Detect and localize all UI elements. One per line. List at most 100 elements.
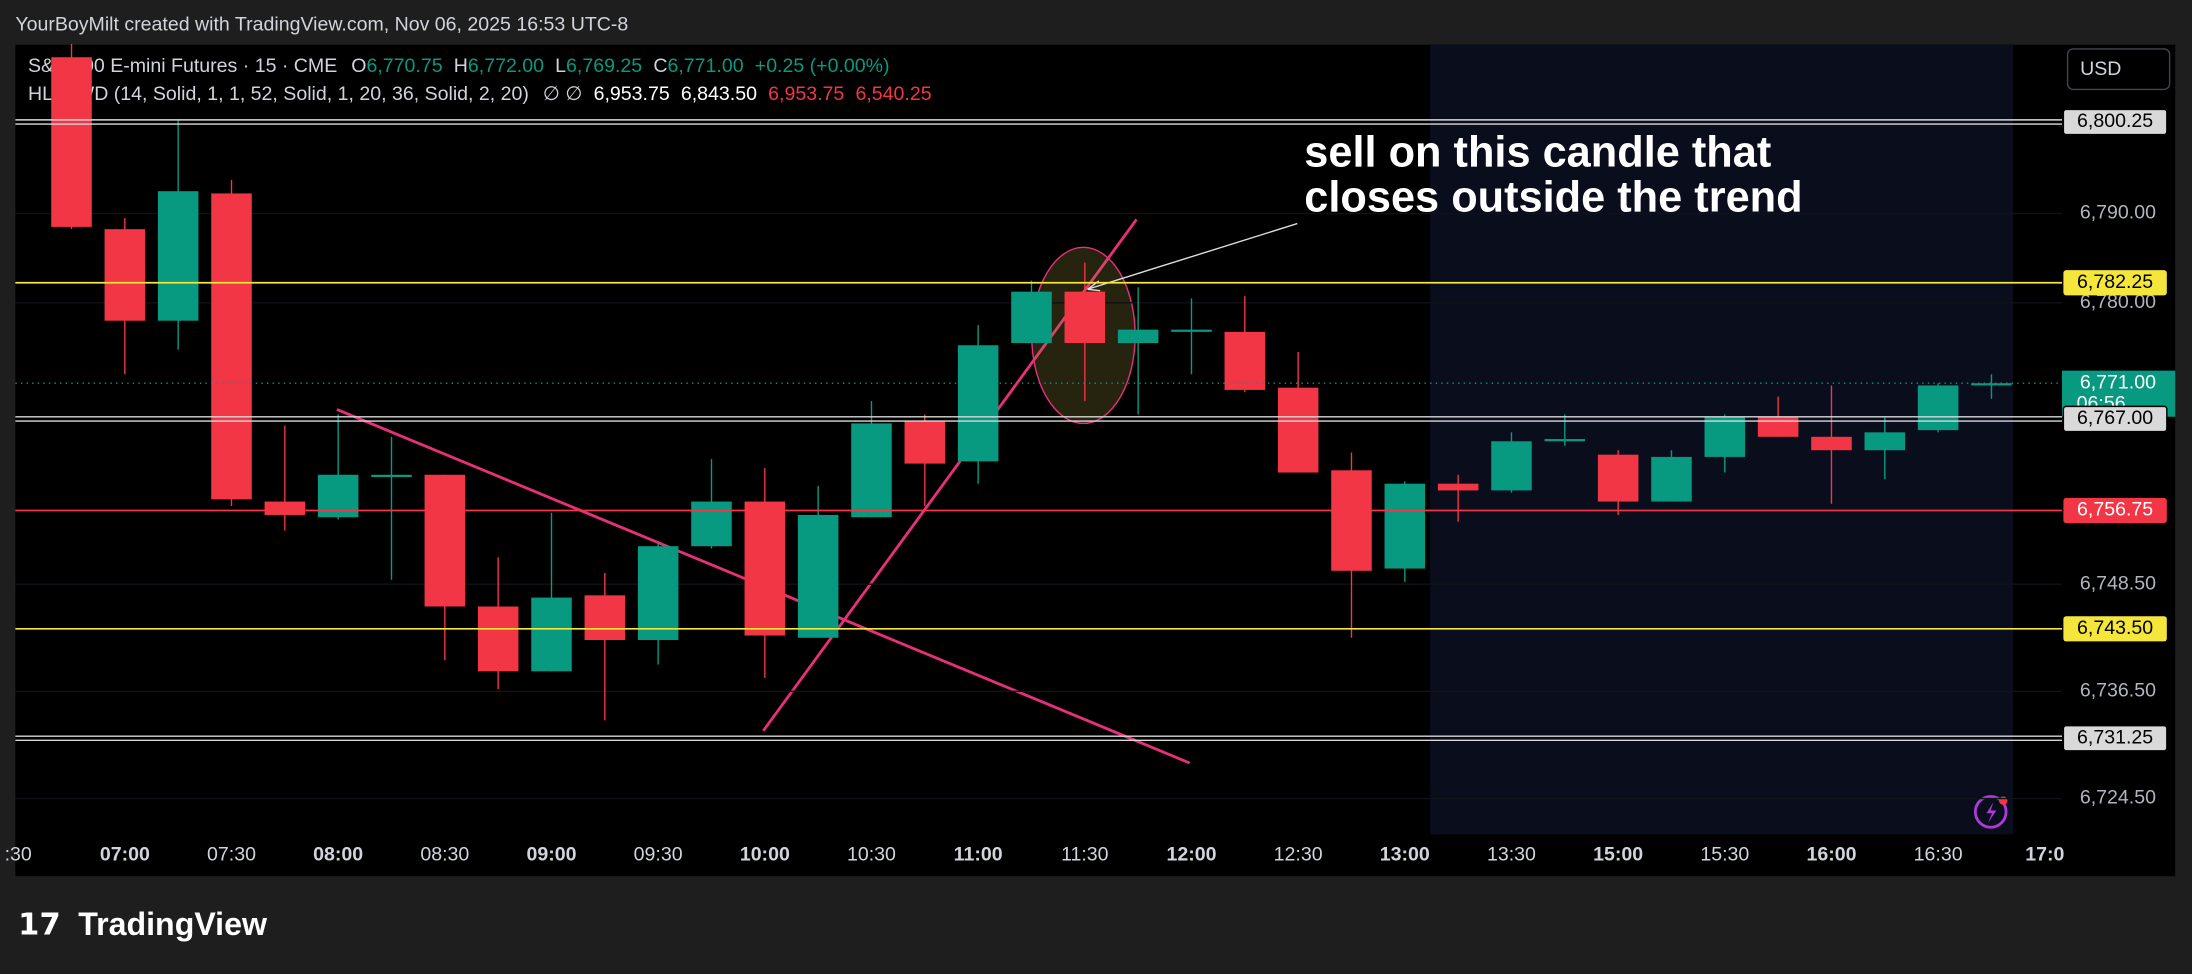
ohlc-value: 6,771.00	[667, 55, 743, 77]
indicator-value: 6,953.75	[594, 83, 670, 105]
lightning-icon[interactable]	[1973, 795, 2008, 829]
indicator-line: HL-MWD (14, Solid, 1, 1, 52, Solid, 1, 2…	[28, 83, 932, 105]
x-tick-label: 16:30	[1914, 843, 1963, 865]
candle-body	[1597, 454, 1639, 502]
candle-body	[1117, 329, 1159, 344]
x-tick-label: 15:00	[1593, 843, 1643, 865]
x-tick-label: 08:00	[313, 843, 363, 865]
notification-dot	[1999, 796, 2008, 805]
x-tick-label: 15:30	[1700, 843, 1749, 865]
candle-body	[744, 501, 786, 636]
attribution: YourBoyMilt created with TradingView.com…	[15, 13, 628, 35]
ohlc-key: C	[653, 55, 667, 77]
x-tick-label: :30	[5, 843, 32, 865]
candle-body	[691, 501, 732, 547]
candle-body	[1971, 383, 2012, 386]
x-tick-label: 10:00	[740, 843, 790, 865]
y-tick-label: 6,790.00	[2080, 202, 2156, 224]
indicator-flags: ∅ ∅	[543, 83, 583, 105]
x-tick-label: 16:00	[1806, 843, 1856, 865]
candle-body	[1757, 416, 1799, 437]
price-label: 6,756.75	[2077, 499, 2153, 521]
candle-body	[1864, 432, 1906, 451]
price-label: 6,743.50	[2077, 617, 2153, 639]
candle-body	[477, 606, 519, 672]
candle-body	[797, 514, 839, 638]
plot	[51, 43, 2012, 721]
candle-body	[1171, 329, 1212, 332]
indicator-value: 6,540.25	[855, 83, 931, 105]
arrow	[1087, 222, 1298, 290]
price-label: 6,800.25	[2077, 110, 2153, 132]
ohlc-key: H	[454, 55, 468, 77]
indicator-value: 6,843.50	[681, 83, 757, 105]
candle-body	[531, 597, 572, 672]
candle-body	[371, 474, 412, 477]
x-tick-label: 12:00	[1166, 843, 1216, 865]
x-tick-label: 13:30	[1487, 843, 1536, 865]
candle-body	[1491, 441, 1532, 491]
ohlc-value: 6,772.00	[468, 55, 544, 77]
price-label-box	[2062, 405, 2168, 433]
x-tick-label: 07:30	[207, 843, 256, 865]
brand-mark: 𝟭𝟳	[18, 907, 61, 942]
price-label: 6,731.25	[2077, 726, 2153, 748]
candle-body	[1384, 483, 1426, 569]
currency[interactable]: USD	[2080, 58, 2121, 80]
candle-body	[1544, 439, 1586, 442]
candle-body	[211, 193, 252, 500]
x-tick-label: 13:00	[1380, 843, 1430, 865]
candle-body	[1064, 291, 1106, 344]
x-tick-label: 11:00	[954, 843, 1003, 865]
candle-body	[1011, 291, 1052, 344]
candle-body	[1651, 456, 1692, 502]
x-tick-label: 09:00	[526, 843, 576, 865]
candle-body	[1437, 483, 1479, 491]
x-tick-label: 10:30	[847, 843, 896, 865]
x-tick-label: 09:30	[634, 843, 683, 865]
brand: TradingView	[78, 906, 268, 942]
y-tick-label: 6,736.50	[2080, 680, 2156, 702]
candle-body	[1224, 331, 1266, 390]
candle-body	[1277, 387, 1319, 473]
indicator: HL-MWD (14, Solid, 1, 1, 52, Solid, 1, 2…	[28, 83, 529, 105]
x-tick-label: 11:30	[1061, 843, 1109, 865]
symbol: S&P 500 E-mini Futures · 15 · CME	[28, 55, 337, 77]
candle-body	[264, 501, 306, 515]
x-tick-label: 12:30	[1274, 843, 1323, 865]
x-tick-label: 08:30	[420, 843, 469, 865]
candle-body	[957, 345, 999, 462]
candle-body	[851, 423, 892, 518]
x-tick-label: 07:00	[100, 843, 150, 865]
ohlc-value: 6,770.75	[366, 55, 442, 77]
ohlc-key: O	[351, 55, 366, 77]
indicator-value: 6,953.75	[768, 83, 844, 105]
price-label-box	[2063, 497, 2167, 524]
y-tick-label: 6,724.50	[2080, 787, 2156, 809]
candle-body	[104, 229, 146, 321]
candle-body	[1917, 385, 1959, 431]
annotation: sell on this candle that	[1304, 129, 1771, 177]
candle-body	[51, 57, 92, 227]
price-label: 6,782.25	[2077, 271, 2153, 293]
y-tick-label: 6,780.00	[2080, 291, 2156, 313]
price-label-box	[2062, 724, 2168, 752]
lightning-bolt	[1986, 802, 1997, 824]
ohlc-value: 6,769.25	[566, 55, 642, 77]
candle-body	[424, 474, 466, 607]
ohlc-key: L	[555, 55, 566, 77]
legend-line: S&P 500 E-mini Futures · 15 · CME O6,770.…	[28, 55, 890, 77]
change: +0.25 (+0.00%)	[755, 55, 890, 77]
x-tick-label: 17:0	[2025, 843, 2064, 865]
candle-body	[157, 191, 199, 321]
candle-body	[1811, 436, 1852, 451]
currency-button[interactable]	[2066, 48, 2171, 91]
price-label: 6,767.00	[2077, 407, 2153, 429]
candle-body	[584, 595, 626, 640]
price-label-box	[2063, 270, 2167, 296]
candle-body	[904, 421, 946, 464]
y-tick-label: 6,748.50	[2080, 572, 2156, 594]
price-label-box	[2062, 108, 2168, 136]
candle-body	[1704, 416, 1746, 457]
